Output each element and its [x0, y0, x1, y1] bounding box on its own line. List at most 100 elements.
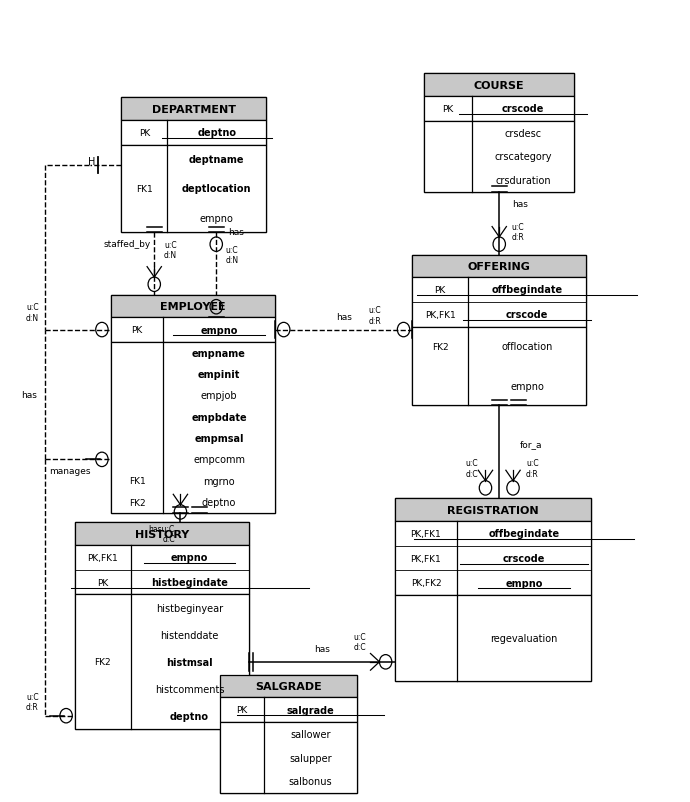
- Text: u:C
d:R: u:C d:R: [526, 459, 539, 478]
- Text: OFFERING: OFFERING: [468, 261, 531, 272]
- Text: empbdate: empbdate: [191, 412, 247, 422]
- Text: FK1: FK1: [129, 476, 146, 485]
- Text: empcomm: empcomm: [193, 455, 245, 465]
- Text: COURSE: COURSE: [474, 80, 524, 91]
- Bar: [111, 342, 275, 513]
- Text: crscode: crscode: [503, 553, 545, 563]
- Bar: [75, 523, 248, 545]
- Text: empno: empno: [510, 381, 544, 391]
- Text: PK,FK1: PK,FK1: [88, 553, 118, 562]
- Text: offbegindate: offbegindate: [491, 286, 562, 295]
- Text: PK: PK: [236, 705, 247, 714]
- Text: empno: empno: [171, 553, 208, 562]
- Text: histmsal: histmsal: [166, 657, 213, 667]
- Bar: [424, 97, 574, 122]
- Text: empinit: empinit: [198, 370, 240, 379]
- Text: sallower: sallower: [290, 729, 331, 739]
- Bar: [413, 277, 586, 327]
- Text: manages: manages: [49, 467, 90, 476]
- Bar: [424, 75, 574, 192]
- Text: empjob: empjob: [201, 391, 237, 401]
- Text: offlocation: offlocation: [502, 342, 553, 352]
- Text: has: has: [336, 313, 352, 322]
- Text: histbeginyear: histbeginyear: [156, 603, 223, 614]
- Bar: [413, 327, 586, 406]
- Bar: [395, 499, 591, 681]
- Text: crsdesc: crsdesc: [504, 128, 542, 139]
- Text: empno: empno: [199, 213, 234, 223]
- Text: EMPLOYEE: EMPLOYEE: [160, 302, 226, 311]
- Text: PK: PK: [435, 286, 446, 294]
- Bar: [111, 318, 275, 342]
- Bar: [121, 99, 266, 233]
- Text: histcomments: histcomments: [155, 684, 224, 694]
- Text: u:C
d:N: u:C d:N: [164, 241, 177, 260]
- Bar: [75, 595, 248, 729]
- Text: d:C: d:C: [162, 534, 175, 543]
- Text: FK2: FK2: [95, 658, 111, 666]
- Text: has: has: [314, 645, 330, 654]
- Text: SALGRADE: SALGRADE: [255, 681, 322, 691]
- Text: DEPARTMENT: DEPARTMENT: [152, 104, 235, 115]
- Bar: [219, 722, 357, 793]
- Text: REGISTRATION: REGISTRATION: [447, 505, 538, 515]
- Bar: [111, 295, 275, 513]
- Text: PK: PK: [132, 326, 143, 334]
- Bar: [395, 499, 591, 521]
- Bar: [75, 545, 248, 595]
- Text: salgrade: salgrade: [286, 705, 335, 715]
- Text: deptno: deptno: [202, 497, 236, 508]
- Bar: [121, 146, 266, 233]
- Text: FK1: FK1: [136, 184, 152, 194]
- Text: crscode: crscode: [502, 104, 544, 114]
- Bar: [121, 99, 266, 121]
- Text: salupper: salupper: [289, 753, 332, 763]
- Text: crscategory: crscategory: [495, 152, 552, 162]
- Text: u:C
d:R: u:C d:R: [26, 691, 39, 711]
- Text: deptlocation: deptlocation: [182, 184, 251, 194]
- Bar: [424, 122, 574, 192]
- Text: HISTORY: HISTORY: [135, 529, 189, 539]
- Bar: [219, 697, 357, 722]
- Bar: [111, 295, 275, 318]
- Text: empmsal: empmsal: [195, 434, 244, 444]
- Text: regevaluation: regevaluation: [491, 634, 558, 643]
- Text: has: has: [228, 228, 244, 237]
- Text: PK: PK: [442, 105, 454, 114]
- Text: PK: PK: [97, 578, 108, 587]
- Bar: [395, 521, 591, 596]
- Bar: [413, 255, 586, 277]
- Text: histenddate: histenddate: [160, 630, 219, 640]
- Bar: [395, 596, 591, 681]
- Text: has: has: [512, 200, 528, 209]
- Text: u:C
d:N: u:C d:N: [26, 303, 39, 322]
- Bar: [219, 674, 357, 697]
- Text: empno: empno: [505, 578, 543, 588]
- Text: u:C
d:N: u:C d:N: [226, 245, 239, 265]
- Text: empname: empname: [192, 348, 246, 358]
- Text: staffed_by: staffed_by: [104, 240, 151, 249]
- Text: PK: PK: [139, 128, 150, 138]
- Text: deptname: deptname: [189, 155, 244, 165]
- Text: salbonus: salbonus: [288, 776, 333, 787]
- Text: for_a: for_a: [520, 439, 542, 449]
- Bar: [75, 523, 248, 729]
- Text: FK2: FK2: [432, 342, 448, 351]
- Text: deptno: deptno: [170, 711, 209, 721]
- Text: has: has: [21, 391, 37, 399]
- Text: FK2: FK2: [129, 498, 146, 507]
- Bar: [121, 121, 266, 146]
- Bar: [219, 674, 357, 793]
- Text: PK,FK1: PK,FK1: [425, 310, 455, 319]
- Text: PK,FK1: PK,FK1: [411, 529, 442, 538]
- Text: hasu:C: hasu:C: [148, 525, 175, 533]
- Text: u:C
d:C: u:C d:C: [465, 459, 478, 478]
- Text: offbegindate: offbegindate: [489, 529, 560, 538]
- Text: crscode: crscode: [506, 310, 548, 320]
- Text: u:C
d:R: u:C d:R: [512, 222, 524, 241]
- Text: mgrno: mgrno: [204, 476, 235, 486]
- Text: PK,FK2: PK,FK2: [411, 579, 442, 588]
- Text: deptno: deptno: [197, 128, 236, 138]
- Text: crsduration: crsduration: [495, 176, 551, 186]
- Text: u:C
d:C: u:C d:C: [354, 632, 366, 652]
